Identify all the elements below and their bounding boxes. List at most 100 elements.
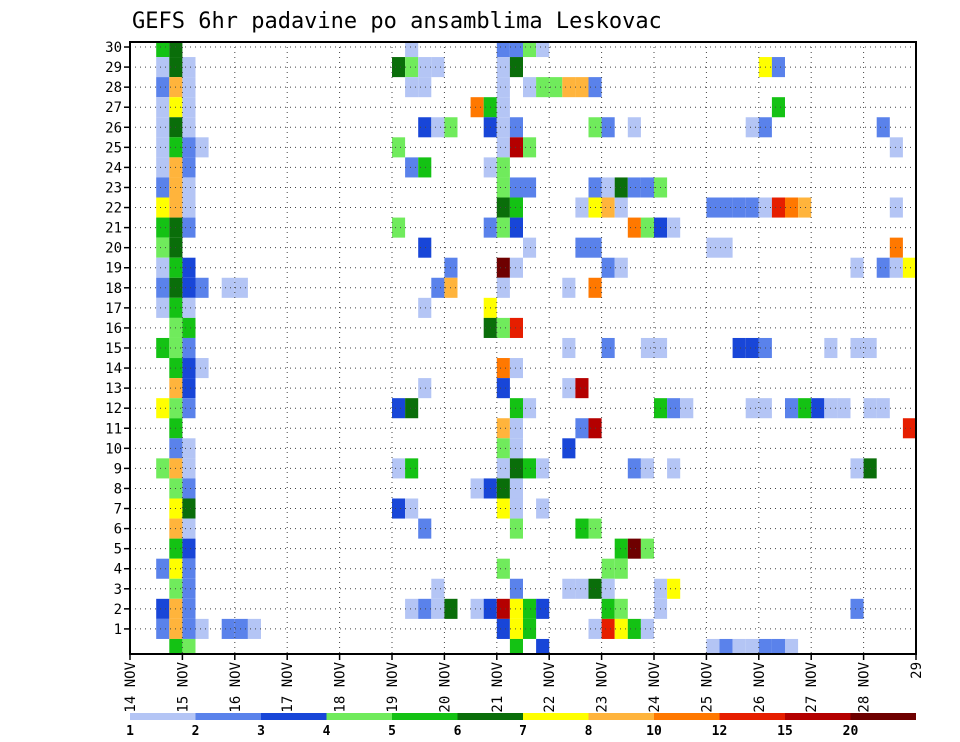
- heatmap-cell: [902, 257, 916, 278]
- heatmap-cell: [640, 618, 654, 639]
- heatmap-cell: [562, 77, 576, 98]
- heatmap-cell: [785, 398, 799, 419]
- heatmap-cell: [392, 57, 406, 78]
- y-tick-label: 1: [114, 622, 122, 638]
- heatmap-cell: [182, 558, 196, 579]
- heatmap-cell: [392, 137, 406, 158]
- heatmap-cell: [156, 558, 170, 579]
- heatmap-cell: [771, 57, 785, 78]
- y-tick-label: 10: [105, 441, 122, 457]
- heatmap-cell: [156, 217, 170, 238]
- heatmap-cell: [509, 317, 523, 338]
- heatmap-cell: [182, 438, 196, 459]
- heatmap-cell: [509, 257, 523, 278]
- chart-title: GEFS 6hr padavine po ansamblima Leskovac: [132, 9, 662, 34]
- heatmap-cell: [719, 237, 733, 258]
- color-legend: 1 2 3 4 5 6 7 8 10 12 15 20: [126, 713, 916, 739]
- y-tick-label: 6: [114, 522, 122, 538]
- heatmap-cell: [523, 598, 537, 619]
- heatmap-cell: [575, 578, 589, 599]
- heatmap-cell: [562, 438, 576, 459]
- heatmap-cell: [156, 618, 170, 639]
- heatmap-cell: [182, 358, 196, 379]
- heatmap-cell: [680, 398, 694, 419]
- legend-label: 3: [257, 724, 265, 739]
- heatmap-cell: [640, 538, 654, 559]
- heatmap-cell: [732, 197, 746, 218]
- heatmap-cell: [156, 157, 170, 178]
- heatmap-cell: [523, 42, 537, 58]
- heatmap-cell: [182, 97, 196, 118]
- heatmap-cell: [431, 578, 445, 599]
- heatmap-cell: [627, 618, 641, 639]
- heatmap-cell: [418, 297, 432, 318]
- heatmap-cell: [431, 277, 445, 298]
- heatmap-cell: [182, 317, 196, 338]
- heatmap-cell: [509, 578, 523, 599]
- heatmap-cell: [509, 57, 523, 78]
- legend-color-swatch: [130, 713, 196, 720]
- heatmap-cell: [405, 458, 419, 479]
- heatmap-cell: [496, 177, 510, 198]
- heatmap-cell: [509, 217, 523, 238]
- heatmap-cell: [536, 458, 550, 479]
- heatmap-cell: [392, 398, 406, 419]
- y-tick-label: 12: [105, 401, 122, 417]
- x-tick-label: 16 NOV: [228, 661, 244, 712]
- heatmap-cell: [418, 378, 432, 399]
- heatmap-cell: [601, 197, 615, 218]
- heatmap-cell: [496, 117, 510, 138]
- heatmap-cell: [575, 197, 589, 218]
- heatmap-cell: [523, 618, 537, 639]
- heatmap-cell: [745, 337, 759, 359]
- heatmap-cell: [496, 598, 510, 619]
- heatmap-cell: [195, 277, 209, 298]
- heatmap-cell: [156, 57, 170, 78]
- heatmap-cell: [496, 77, 510, 98]
- y-tick-label: 13: [105, 381, 122, 397]
- heatmap-cell: [405, 157, 419, 178]
- heatmap-cell: [418, 518, 432, 539]
- heatmap-cell: [234, 618, 248, 639]
- heatmap-cell: [785, 638, 799, 654]
- y-tick-label: 16: [105, 321, 122, 337]
- heatmap-cell: [745, 117, 759, 138]
- heatmap-cell: [182, 337, 196, 359]
- heatmap-cell: [156, 197, 170, 218]
- legend-color-swatch: [719, 713, 785, 720]
- heatmap-cell: [182, 638, 196, 654]
- x-axis: 14 NOV 15 NOV 16 NOV 17 NOV 18 NOV 19 NOV 20 N…: [123, 654, 925, 713]
- heatmap-cell: [496, 42, 510, 58]
- legend-label: 20: [843, 724, 859, 739]
- heatmap-cell: [496, 277, 510, 298]
- heatmap-cell: [575, 518, 589, 539]
- heatmap-cell: [706, 197, 720, 218]
- y-tick-label: 17: [105, 301, 122, 317]
- heatmap-cell: [182, 177, 196, 198]
- heatmap-cell: [182, 378, 196, 399]
- heatmap-cell: [156, 257, 170, 278]
- heatmap-cell: [562, 337, 576, 359]
- heatmap-cell: [156, 177, 170, 198]
- x-tick-label: 19 NOV: [385, 661, 401, 712]
- heatmap-cell: [719, 197, 733, 218]
- heatmap-cell: [614, 197, 628, 218]
- heatmap-cell: [418, 598, 432, 619]
- heatmap-cell: [771, 197, 785, 218]
- heatmap-cell: [156, 598, 170, 619]
- heatmap-cell: [523, 77, 537, 98]
- y-axis: 1234567891011121314151617181920212223242…: [105, 40, 130, 638]
- heatmap-cell: [509, 358, 523, 379]
- heatmap-cell: [562, 378, 576, 399]
- heatmap-cell: [523, 177, 537, 198]
- x-tick-label: 27 NOV: [804, 661, 820, 712]
- heatmap-cell: [418, 157, 432, 178]
- heatmap-cell: [496, 618, 510, 639]
- heatmap-cell: [575, 77, 589, 98]
- heatmap-cell: [850, 458, 864, 479]
- legend-label: 1: [126, 724, 134, 739]
- heatmap-cell: [640, 217, 654, 238]
- y-tick-label: 14: [105, 361, 122, 377]
- heatmap-cell: [182, 157, 196, 178]
- legend-color-swatch: [457, 713, 523, 720]
